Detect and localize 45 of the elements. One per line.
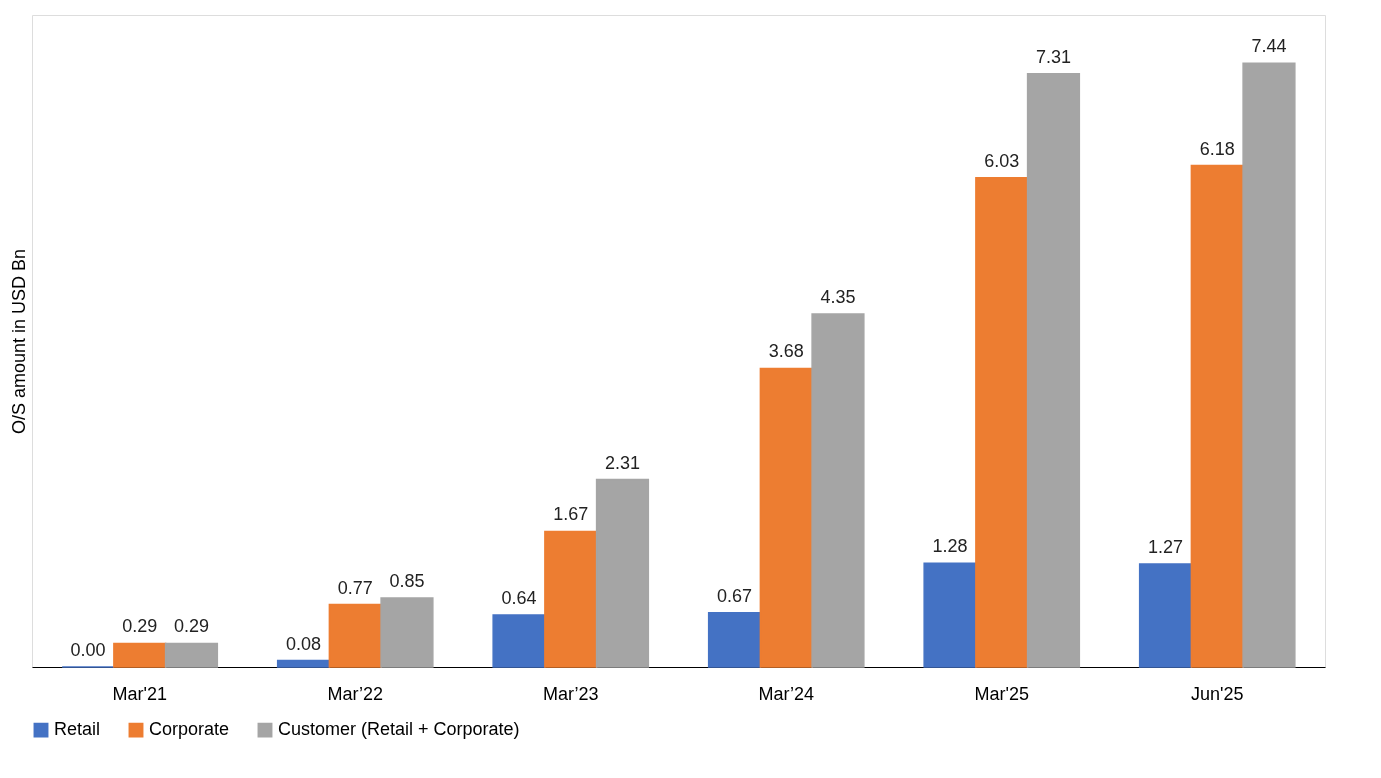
bar	[707, 611, 762, 668]
data-label: 0.67	[717, 585, 753, 606]
data-label: 6.18	[1199, 138, 1235, 159]
data-label: 0.64	[501, 588, 537, 609]
data-label: 4.35	[820, 287, 856, 308]
data-label: 0.77	[337, 577, 373, 598]
x-tick-label: Mar’23	[542, 683, 599, 704]
bar	[595, 478, 650, 668]
data-label: 3.68	[768, 341, 804, 362]
data-label: 0.29	[122, 616, 158, 637]
bar	[811, 313, 865, 668]
x-tick-label: Mar'25	[974, 683, 1029, 704]
legend-label: Corporate	[149, 719, 230, 740]
x-tick-label: Mar’24	[758, 683, 815, 704]
data-label: 0.85	[389, 571, 425, 592]
bar	[113, 642, 167, 668]
data-label: 1.28	[932, 536, 968, 557]
x-tick-label: Mar’22	[327, 683, 384, 704]
bar	[1190, 164, 1244, 668]
bar	[328, 603, 382, 668]
data-label: 0.08	[286, 633, 322, 654]
bar	[380, 597, 434, 668]
data-label: 2.31	[604, 452, 640, 473]
data-label: 0.00	[70, 640, 106, 660]
bar	[759, 367, 813, 668]
data-label: 1.67	[553, 504, 589, 525]
data-label: 0.29	[173, 616, 209, 637]
x-tick-label: Jun'25	[1191, 683, 1244, 704]
data-label: 6.03	[984, 150, 1020, 171]
x-tick-label: Mar'21	[112, 683, 167, 704]
data-label: 7.31	[1035, 46, 1071, 67]
legend-label: Customer (Retail + Corporate)	[278, 719, 520, 740]
bar	[276, 659, 331, 668]
bar	[164, 642, 219, 668]
bar	[1138, 563, 1193, 668]
bar	[544, 530, 598, 668]
bar	[1242, 62, 1296, 668]
bar	[975, 176, 1029, 668]
bar	[492, 614, 546, 668]
data-label: 7.44	[1251, 36, 1287, 57]
legend-label: Retail	[54, 719, 101, 740]
bar	[1026, 73, 1081, 668]
y-axis-title: O/S amount in USD Bn	[8, 248, 29, 435]
bar	[923, 562, 977, 668]
data-label: 1.27	[1148, 536, 1184, 557]
